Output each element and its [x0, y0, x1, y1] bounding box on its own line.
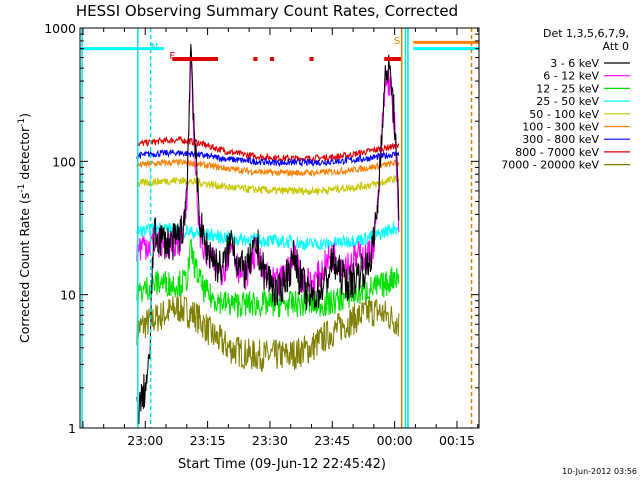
flare-bar — [309, 57, 314, 61]
x-tick-label: 23:30 — [252, 433, 288, 448]
legend-label: 50 - 100 keV — [529, 108, 599, 121]
x-tick-label: 00:00 — [377, 433, 413, 448]
flare-bar — [269, 57, 275, 61]
series-line-3-6-kev — [136, 43, 400, 425]
series-line-300-800-kev — [136, 148, 400, 168]
x-tick-label: 23:45 — [314, 433, 350, 448]
flag-s: S — [394, 36, 400, 47]
series-line-6-12-kev — [136, 58, 400, 298]
y-tick-label: 1 — [68, 421, 76, 436]
plot-frame — [79, 27, 480, 429]
flare-bar — [172, 57, 218, 61]
x-tick-label: 23:15 — [190, 433, 226, 448]
chart-title: HESSI Observing Summary Count Rates, Cor… — [76, 2, 458, 20]
series-line-100-300-kev — [136, 158, 400, 178]
y-tick-label: 10 — [60, 288, 76, 303]
flare-bar — [384, 57, 401, 61]
x-tick-label: 00:15 — [439, 433, 475, 448]
legend-label: 25 - 50 keV — [536, 95, 599, 108]
legend-label: 300 - 800 keV — [522, 133, 599, 146]
timestamp: 10-Jun-2012 03:56 — [562, 467, 637, 476]
legend-label: 3 - 6 keV — [550, 57, 599, 70]
series-line-7000-20000-kev — [136, 292, 400, 372]
legend-label: 7000 - 20000 keV — [501, 159, 599, 172]
legend-label: 6 - 12 keV — [543, 70, 599, 83]
plot-area: NF S — [80, 28, 479, 428]
flag-f: F — [169, 51, 175, 62]
flare-bar — [253, 57, 258, 61]
legend-header-detectors: Det 1,3,5,6,7,9, — [543, 27, 629, 40]
y-tick-label: 1000 — [44, 21, 76, 36]
y-tick-label: 100 — [52, 154, 76, 169]
x-axis-label: Start Time (09-Jun-12 22:45:42) — [178, 457, 386, 472]
legend-label: 100 - 300 keV — [522, 121, 599, 134]
legend-label: 12 - 25 keV — [536, 82, 599, 95]
legend-label: 800 - 7000 keV — [515, 146, 599, 159]
series-line-800-7000-kev — [136, 135, 400, 163]
series-line-12-25-kev — [136, 238, 400, 319]
x-tick-label: 23:00 — [127, 433, 163, 448]
legend-header-attenuator: Att 0 — [603, 40, 629, 53]
flag-n: N — [151, 42, 158, 53]
y-axis-label: Corrected Count Rate (s-1 detector-1) — [17, 113, 32, 343]
axes: 23:00 23:15 23:30 23:45 00:00 00:15 1 10 100 1000 — [44, 21, 480, 448]
series-line-50-100-kev — [136, 175, 400, 196]
